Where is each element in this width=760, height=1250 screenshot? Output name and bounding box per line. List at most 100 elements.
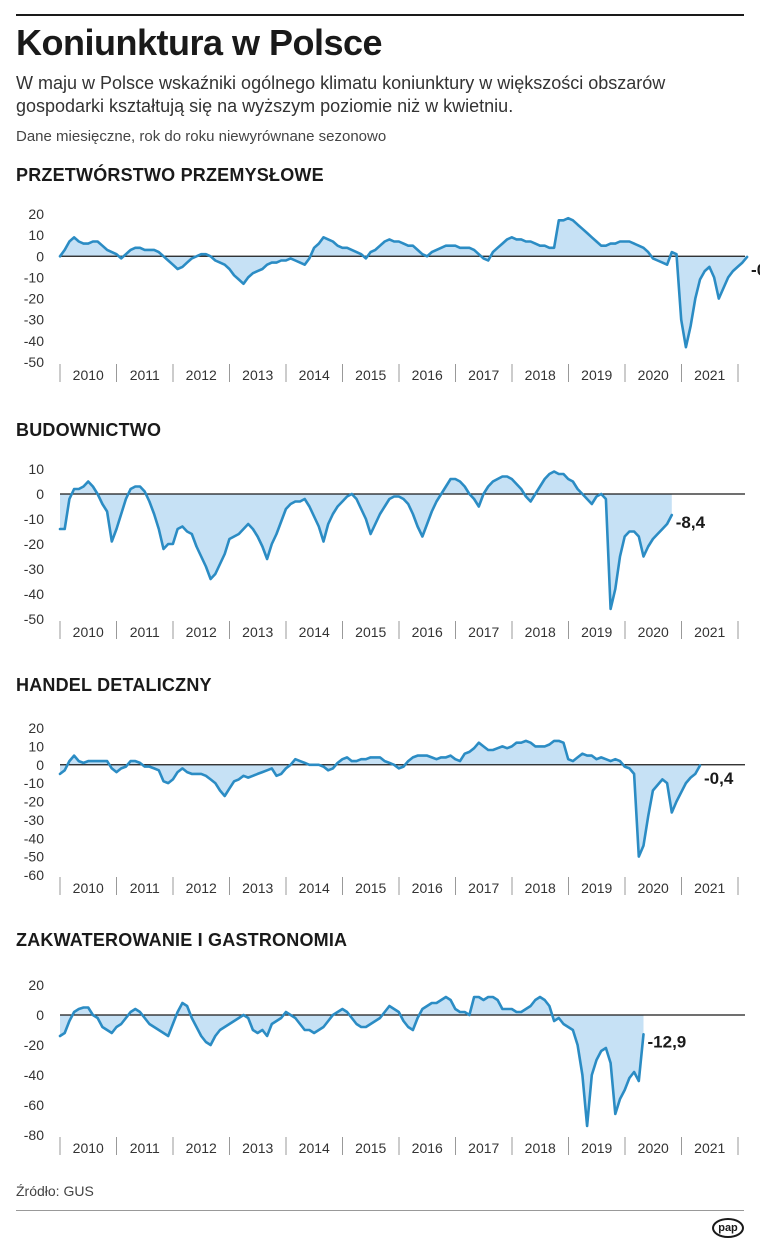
- chart-accommodation: 20 0 -20 -40 -60 -80 -12,9 2010 2011 2012 2013 2014…: [24, 977, 745, 1156]
- chart-title-accommodation: ZAKWATEROWANIE I GASTRONOMIA: [16, 930, 348, 950]
- x-tick-label: 2012: [186, 624, 217, 640]
- x-tick-label: 2016: [412, 880, 443, 896]
- data-note: Dane miesięczne, rok do roku niewyrównan…: [16, 128, 387, 145]
- x-tick-label: 2017: [468, 880, 499, 896]
- x-tick-label: 2012: [186, 1140, 217, 1156]
- page-title: Koniunktura w Polsce: [16, 22, 383, 63]
- bottom-rule: [16, 1210, 744, 1211]
- x-tick-label: 2011: [130, 624, 160, 640]
- y-tick-label: 0: [36, 486, 44, 502]
- x-tick-label: 2011: [130, 1140, 160, 1156]
- x-tick-label: 2017: [468, 624, 499, 640]
- chart-manufacturing: 20100-10-20-30-40-50-0,32010201120122013…: [24, 206, 760, 383]
- x-tick-label: 2018: [525, 624, 556, 640]
- y-tick-label: 10: [28, 738, 44, 754]
- end-value-label: -12,9: [648, 1032, 687, 1051]
- x-tick-label: 2018: [525, 367, 556, 383]
- x-tick-label: 2020: [638, 624, 669, 640]
- chart-title-retail: HANDEL DETALICZNY: [16, 675, 212, 695]
- page-subtitle: W maju w Polsce wskaźniki ogólnego klima…: [16, 73, 666, 116]
- y-tick-label: -30: [24, 812, 44, 828]
- x-tick-label: 2015: [355, 1140, 386, 1156]
- x-tick-label: 2018: [525, 1140, 556, 1156]
- x-tick-label: 2014: [299, 1140, 330, 1156]
- x-tick-label: 2020: [638, 1140, 669, 1156]
- y-tick-label: 0: [36, 757, 44, 773]
- series-area: [60, 740, 700, 857]
- series-line: [58, 470, 674, 611]
- chart-title-construction: BUDOWNICTWO: [16, 420, 162, 440]
- x-tick-label: 2011: [130, 880, 160, 896]
- x-tick-label: 2013: [242, 1140, 273, 1156]
- chart-title-manufacturing: PRZETWÓRSTWO PRZEMYSŁOWE: [16, 165, 324, 185]
- series-line: [58, 995, 645, 1128]
- x-tick-label: 2013: [242, 624, 273, 640]
- x-tick-label: 2014: [299, 367, 330, 383]
- y-tick-label: -30: [24, 312, 44, 328]
- x-tick-label: 2016: [412, 367, 443, 383]
- y-tick-label: -10: [24, 775, 44, 791]
- x-tick-label: 2012: [186, 367, 217, 383]
- x-tick-label: 2012: [186, 880, 217, 896]
- end-value-label: -0,3: [751, 260, 760, 279]
- x-tick-label: 2016: [412, 1140, 443, 1156]
- y-tick-label: -50: [24, 849, 44, 865]
- x-tick-label: 2017: [468, 367, 499, 383]
- x-tick-label: 2019: [581, 1140, 612, 1156]
- x-tick-label: 2010: [73, 624, 104, 640]
- y-tick-label: -60: [24, 867, 44, 883]
- series-area: [60, 997, 644, 1126]
- y-tick-label: -60: [24, 1097, 44, 1113]
- top-rule: [16, 14, 744, 16]
- y-tick-label: -40: [24, 333, 44, 349]
- x-tick-label: 2016: [412, 624, 443, 640]
- y-tick-label: -20: [24, 536, 44, 552]
- x-tick-label: 2021: [694, 624, 725, 640]
- y-tick-label: -80: [24, 1127, 44, 1143]
- x-tick-label: 2020: [638, 367, 669, 383]
- x-tick-label: 2010: [73, 1140, 104, 1156]
- y-tick-label: 20: [28, 206, 44, 222]
- chart-construction: 10 0 -10 -20 -30 -40 -50 -8,4 2010 2011 2012 2013 20…: [24, 461, 745, 640]
- x-tick-label: 2020: [638, 880, 669, 896]
- y-tick-label: -20: [24, 291, 44, 307]
- x-tick-label: 2021: [694, 880, 725, 896]
- x-tick-label: 2019: [581, 624, 612, 640]
- pap-logo-text: pap: [718, 1222, 738, 1234]
- y-tick-label: -30: [24, 561, 44, 577]
- x-tick-label: 2015: [355, 367, 386, 383]
- source-note: Źródło: GUS: [16, 1183, 94, 1199]
- y-tick-label: -10: [24, 269, 44, 285]
- y-tick-label: -10: [24, 511, 44, 527]
- y-tick-label: 0: [36, 248, 44, 264]
- y-tick-label: -20: [24, 794, 44, 810]
- x-tick-label: 2015: [355, 880, 386, 896]
- y-tick-label: 20: [28, 720, 44, 736]
- x-tick-label: 2018: [525, 880, 556, 896]
- x-tick-label: 2015: [355, 624, 386, 640]
- end-value-label: -8,4: [676, 513, 706, 532]
- x-tick-label: 2019: [581, 367, 612, 383]
- y-tick-label: -20: [24, 1037, 44, 1053]
- x-tick-label: 2014: [299, 624, 330, 640]
- x-tick-label: 2011: [130, 367, 160, 383]
- x-tick-label: 2010: [73, 367, 104, 383]
- y-tick-label: -40: [24, 1067, 44, 1083]
- series-line: [58, 216, 749, 349]
- x-tick-label: 2014: [299, 880, 330, 896]
- series-line: [58, 739, 702, 858]
- y-tick-label: 10: [28, 461, 44, 477]
- y-tick-label: 20: [28, 977, 44, 993]
- y-tick-label: 0: [36, 1007, 44, 1023]
- x-tick-label: 2019: [581, 880, 612, 896]
- y-tick-label: -40: [24, 586, 44, 602]
- pap-logo: pap: [712, 1218, 744, 1238]
- series-area: [60, 218, 748, 348]
- y-tick-label: -50: [24, 354, 44, 370]
- y-tick-label: 10: [28, 227, 44, 243]
- x-tick-label: 2013: [242, 367, 273, 383]
- x-tick-label: 2017: [468, 1140, 499, 1156]
- x-tick-label: 2010: [73, 880, 104, 896]
- y-tick-label: -40: [24, 830, 44, 846]
- x-tick-label: 2013: [242, 880, 273, 896]
